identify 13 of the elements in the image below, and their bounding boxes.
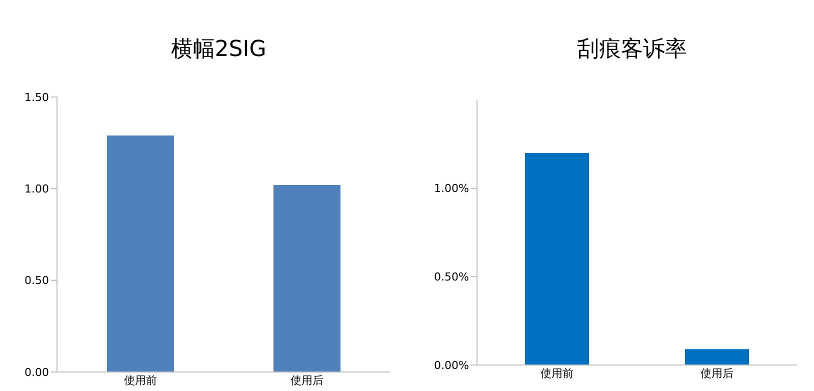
chart-title: 刮痕客诉率 [576, 36, 688, 64]
y-tick-label: 1.00% [434, 182, 469, 196]
y-tick-label: 0.00 [24, 366, 49, 379]
x-tick-label: 使用后 [290, 374, 324, 387]
x-tick-label: 使用前 [124, 374, 157, 387]
y-tick-label: 0.50% [434, 270, 469, 284]
x-tick-label: 使用后 [700, 366, 734, 380]
x-tick-label: 使用前 [540, 366, 574, 380]
chart-title: 横幅2SIG [170, 36, 268, 64]
y-tick-label: 0.00% [434, 358, 469, 372]
y-tick-label: 1.50 [24, 90, 49, 104]
y-tick-label: 1.00 [24, 182, 49, 196]
y-tick-label: 0.50 [24, 274, 49, 288]
